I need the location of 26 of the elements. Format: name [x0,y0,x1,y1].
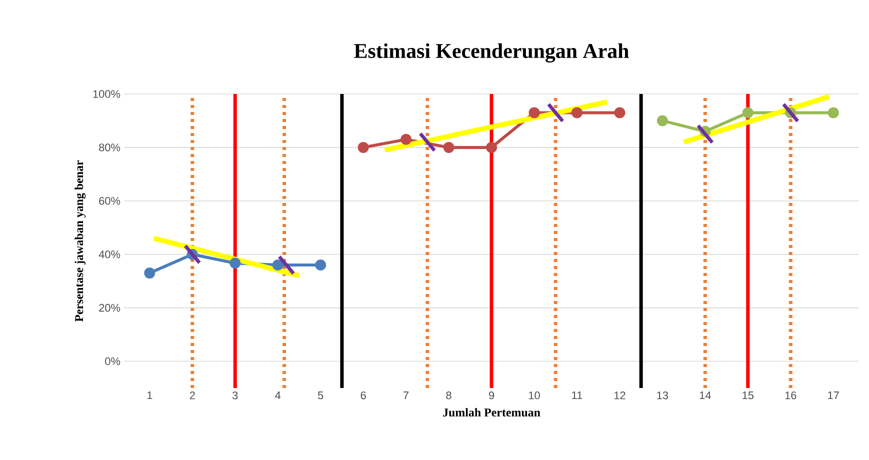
x-tick-label: 9 [488,392,494,400]
x-tick-label: 11 [572,392,582,400]
x-tick-label: 16 [785,392,796,400]
x-tick-label: 10 [528,392,540,400]
x-tick-label: 14 [700,392,711,400]
x-tick-label: 6 [360,392,366,400]
x-tick-label: 1 [147,392,152,400]
x-tick-label: 17 [828,392,839,400]
x-tick-label: 4 [275,392,281,400]
y-tick-label: 60% [99,197,120,205]
y-axis-title: Persentase jawaban yang benar [74,160,86,322]
x-tick-label: 5 [318,392,324,400]
x-tick-label: 2 [190,392,195,400]
y-tick-label: 0% [105,357,120,366]
x-tick-label: 7 [404,392,409,400]
x-tick-label: 3 [232,392,238,400]
y-tick-label: 40% [98,250,120,258]
y-tick-label: 20% [99,304,120,312]
y-tick-label: 80% [99,144,120,152]
x-tick-label: 13 [657,392,668,400]
x-tick-label: 12 [614,392,626,400]
x-tick-label: 15 [742,392,754,400]
chart-title: Estimasi Kecenderungan Arah [354,43,629,62]
y-tick-label: 100% [93,90,120,98]
x-tick-label: 8 [446,392,452,400]
x-axis-title: Jumlah Pertemuan [443,408,540,417]
